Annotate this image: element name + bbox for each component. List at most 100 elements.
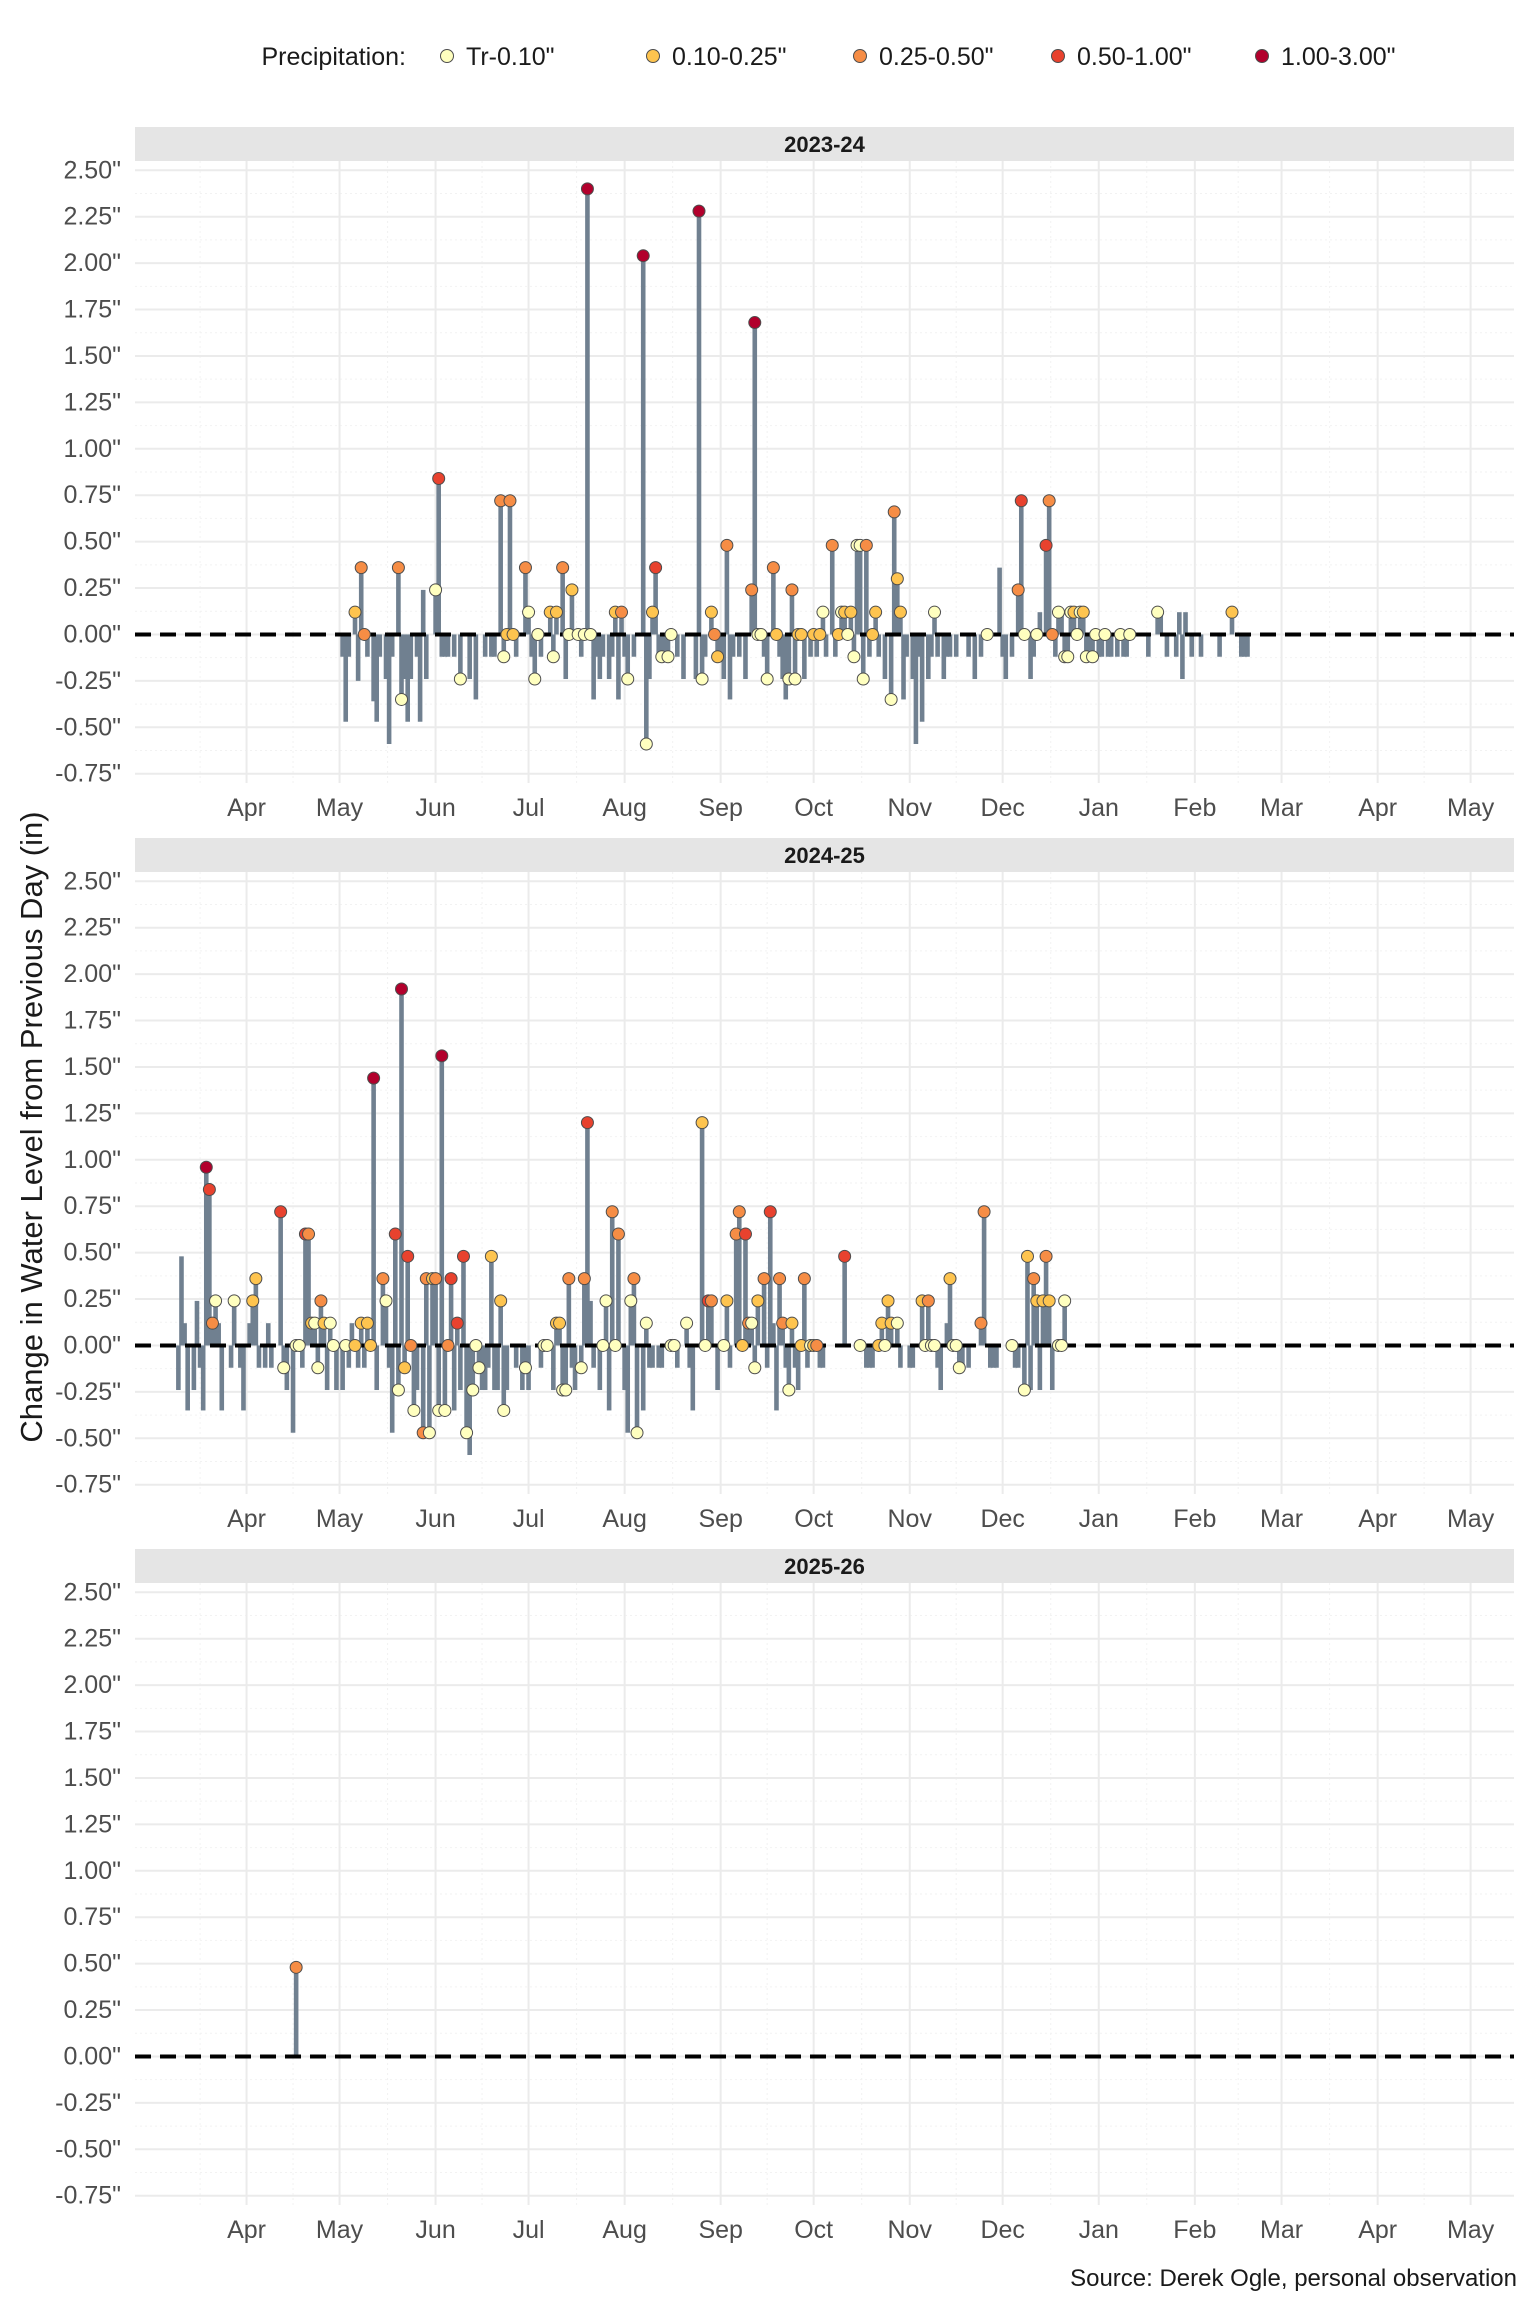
panel-strip — [135, 1549, 1514, 1583]
precip-point — [580, 1116, 594, 1130]
precip-point — [636, 249, 650, 263]
legend: Precipitation: Tr-0.10" 0.10-0.25" 0.25-0.… — [261, 43, 1395, 71]
precip-point — [348, 605, 362, 619]
bar — [786, 634, 792, 680]
bar — [864, 1345, 869, 1368]
precip-point — [497, 1403, 511, 1417]
y-tick-label: 0.75" — [63, 1903, 121, 1931]
panel-2023-24: 2023-24 -0.75" -0.50" -0.25" 0.00" 0.25" 0.50"… — [55, 127, 1514, 822]
precip-point — [782, 1383, 796, 1397]
bar — [1124, 634, 1129, 657]
bar — [771, 567, 776, 635]
legend-key — [646, 49, 660, 63]
x-tick-label: Jan — [1079, 2216, 1119, 2244]
bar — [293, 1967, 299, 2057]
precip-point — [893, 605, 907, 619]
bar — [442, 1345, 448, 1411]
bar — [613, 612, 618, 635]
precip-point — [497, 650, 511, 664]
bar — [997, 567, 1002, 635]
precip-point — [391, 561, 405, 575]
x-tick-label: Apr — [1358, 2216, 1397, 2244]
bar — [423, 1278, 429, 1346]
precip-point — [853, 1338, 867, 1352]
bar — [743, 1234, 748, 1346]
bar — [600, 634, 606, 657]
bar — [709, 612, 714, 635]
x-tick-label: Sep — [698, 2216, 742, 2244]
bar — [203, 1167, 209, 1346]
precip-point — [438, 1403, 452, 1417]
bar — [752, 322, 758, 635]
bar — [802, 634, 807, 680]
bar — [1062, 634, 1067, 657]
precip-point — [348, 1338, 362, 1352]
precip-point — [769, 627, 783, 641]
bar — [346, 1345, 352, 1368]
bar — [340, 634, 345, 657]
precip-point — [866, 627, 880, 641]
y-tick-label: 0.00" — [63, 620, 121, 648]
y-tick-label: 0.25" — [63, 1996, 121, 2024]
precip-point — [1086, 650, 1100, 664]
bar — [1077, 612, 1083, 635]
bar — [764, 634, 770, 680]
bar — [355, 634, 361, 681]
precip-point — [450, 1316, 464, 1330]
bar — [1034, 1300, 1040, 1346]
bar — [402, 634, 407, 680]
precip-point — [745, 583, 759, 597]
bar — [393, 1234, 398, 1346]
bar — [736, 634, 742, 657]
x-tick-label: Aug — [602, 2216, 646, 2244]
precip-point — [540, 1338, 554, 1352]
bar — [724, 545, 730, 635]
bar — [888, 634, 894, 700]
bar — [501, 634, 507, 657]
x-tick-label: Jan — [1079, 1505, 1119, 1533]
bar — [898, 1345, 903, 1368]
precip-point — [1017, 627, 1031, 641]
precip-point — [391, 1383, 405, 1397]
bar — [684, 1323, 689, 1346]
bar — [888, 1323, 894, 1346]
bar — [640, 255, 646, 635]
bar — [647, 634, 652, 680]
bar — [458, 634, 463, 680]
bar — [442, 634, 448, 657]
precip-point — [1123, 627, 1137, 641]
bar — [547, 612, 553, 635]
precip-point — [401, 1249, 415, 1263]
bar — [675, 634, 680, 657]
precip-point — [698, 1338, 712, 1352]
precip-point — [1070, 627, 1084, 641]
bar — [467, 634, 472, 680]
y-tick-label: -0.75" — [55, 1471, 121, 1499]
precip-point — [627, 1272, 641, 1286]
bar — [786, 1345, 792, 1391]
precip-point — [621, 672, 635, 686]
bar — [867, 634, 872, 657]
bar — [1003, 634, 1009, 680]
precip-point — [760, 672, 774, 686]
bar — [659, 1345, 665, 1368]
bar — [1065, 634, 1071, 657]
bar — [1108, 634, 1114, 657]
panel-2025-26: 2025-26 -0.75" -0.50" -0.25" 0.00" 0.25" 0.50"… — [55, 1549, 1514, 2244]
precip-point — [664, 627, 678, 641]
bar — [377, 634, 383, 657]
y-axis-label: Change in Water Level from Previous Day … — [14, 811, 49, 1442]
bar — [185, 1345, 190, 1411]
bar — [1105, 634, 1111, 657]
x-tick-label: Feb — [1173, 794, 1216, 822]
bar — [219, 1345, 225, 1411]
x-tick-label: Jun — [415, 1505, 455, 1533]
precip-point — [788, 672, 802, 686]
bar — [609, 1211, 615, 1346]
bar — [870, 1345, 875, 1368]
bar — [253, 1278, 259, 1346]
bar — [913, 634, 919, 745]
bar — [374, 1345, 380, 1391]
precip-point — [367, 1071, 381, 1085]
x-tick-label: Apr — [227, 1505, 266, 1533]
